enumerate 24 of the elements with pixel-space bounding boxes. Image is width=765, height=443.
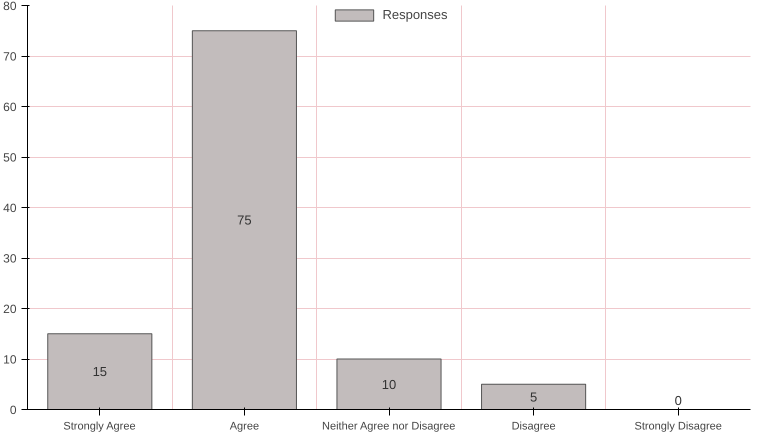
bar	[336, 358, 442, 410]
y-tick-label: 0	[10, 403, 17, 417]
y-tick-label: 80	[3, 0, 17, 13]
y-tick-label: 30	[3, 252, 17, 266]
y-tick-label: 20	[3, 302, 17, 316]
y-tick-label: 60	[3, 100, 17, 114]
bar	[192, 30, 297, 410]
y-tick-label: 70	[3, 50, 17, 64]
data-label: 0	[674, 393, 682, 408]
x-tick-label: Neither Agree nor Disagree	[322, 420, 456, 432]
bar	[481, 384, 586, 410]
x-tick-label: Disagree	[512, 420, 556, 432]
x-tick-label: Strongly Agree	[63, 420, 136, 432]
data-label: 5	[530, 389, 538, 404]
legend-label: Responses	[382, 7, 448, 22]
x-tick-label: Agree	[230, 420, 260, 432]
x-tick-label: Strongly Disagree	[634, 420, 722, 432]
bar	[47, 333, 152, 410]
y-tick-label: 10	[3, 352, 17, 366]
y-tick-label: 40	[3, 201, 17, 215]
data-label: 15	[92, 364, 108, 380]
data-label: 10	[382, 376, 396, 392]
data-label: 75	[237, 212, 252, 228]
y-tick-label: 50	[3, 150, 17, 164]
